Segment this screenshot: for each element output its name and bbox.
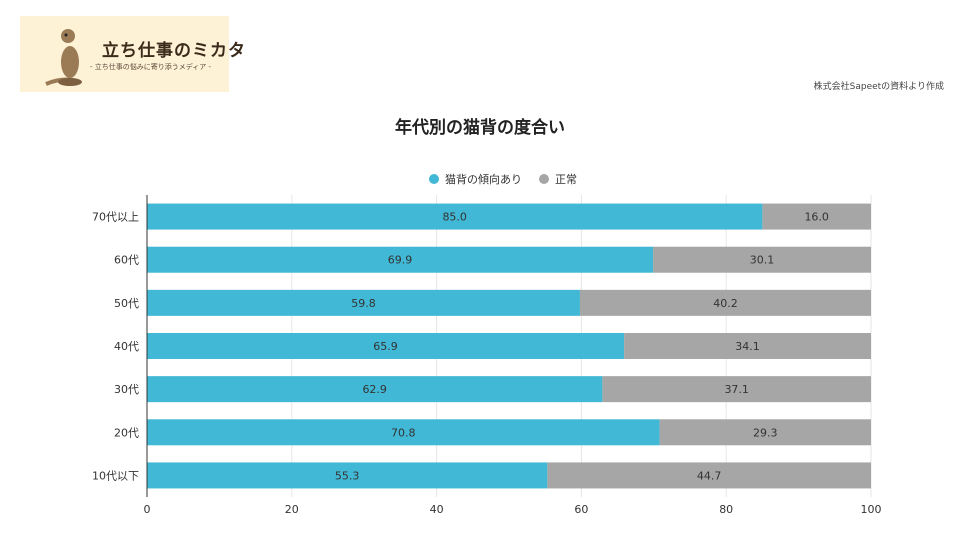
bar-segment	[762, 203, 871, 230]
category-label: 40代	[114, 340, 139, 353]
bar-segment	[147, 419, 660, 446]
meerkat-icon	[45, 29, 82, 86]
data-label: 55.3	[335, 469, 360, 482]
data-label: 85.0	[442, 211, 467, 224]
bar-segment	[147, 203, 763, 230]
bar-segment	[147, 246, 654, 273]
category-label: 70代以上	[92, 211, 139, 224]
legend-label: 猫背の傾向あり	[445, 172, 522, 186]
x-tick-label: 60	[574, 503, 588, 516]
chart-title: 年代別の猫背の度合い	[395, 118, 565, 138]
data-label: 69.9	[388, 254, 413, 267]
category-label: 20代	[114, 426, 139, 439]
category-label: 10代以下	[92, 469, 139, 482]
x-tick-label: 0	[144, 503, 151, 516]
data-label: 29.3	[753, 426, 778, 439]
data-label: 40.2	[713, 297, 738, 310]
data-label: 16.0	[804, 211, 829, 224]
legend-marker	[539, 174, 549, 184]
bar-segment	[602, 376, 871, 403]
bar-segment	[624, 333, 871, 359]
bar-segment	[147, 462, 548, 489]
data-label: 70.8	[391, 426, 416, 439]
legend-marker	[429, 174, 439, 184]
x-tick-label: 100	[861, 503, 882, 516]
data-label: 34.1	[735, 340, 760, 353]
category-label: 60代	[114, 254, 139, 267]
data-label: 65.9	[373, 340, 398, 353]
bar-segment	[147, 376, 603, 403]
bar-segment	[147, 333, 625, 359]
bar-segment	[653, 246, 871, 273]
data-label: 59.8	[351, 297, 376, 310]
logo-box: 立ち仕事のミカタ - 立ち仕事の悩みに寄り添うメディア -	[20, 16, 245, 92]
category-label: 30代	[114, 383, 139, 396]
data-label: 37.1	[724, 383, 749, 396]
bar-segment	[547, 462, 871, 489]
x-tick-label: 80	[719, 503, 733, 516]
source-note: 株式会社Sapeetの資料より作成	[813, 82, 944, 92]
data-label: 30.1	[750, 254, 775, 267]
bar-segment	[147, 289, 580, 316]
logo-tagline: - 立ち仕事の悩みに寄り添うメディア -	[90, 63, 212, 71]
bar-segment	[659, 419, 871, 446]
x-tick-label: 20	[285, 503, 299, 516]
bar-segment	[579, 289, 871, 316]
category-label: 50代	[114, 297, 139, 310]
data-label: 44.7	[697, 469, 722, 482]
data-label: 62.9	[362, 383, 387, 396]
logo-title: 立ち仕事のミカタ	[102, 41, 246, 61]
x-tick-label: 40	[430, 503, 444, 516]
legend-label: 正常	[555, 173, 577, 186]
